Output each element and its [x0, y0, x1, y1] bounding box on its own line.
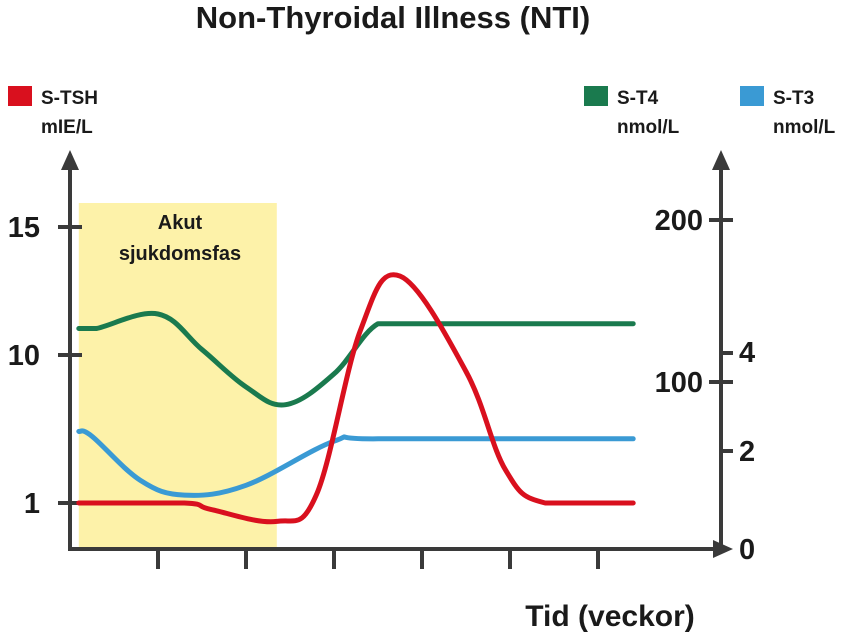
acute-phase-label-line2: sjukdomsfas: [119, 243, 241, 265]
chart-title: Non-Thyroidal Illness (NTI): [196, 0, 590, 35]
legend-unit-t3: nmol/L: [773, 117, 836, 138]
x-axis-arrow-icon: [713, 540, 733, 558]
x-tick-group: [156, 549, 600, 569]
legend-label-t4: S-T4: [617, 88, 659, 109]
legend-unit-tsh: mIE/L: [41, 117, 93, 138]
tsh-tick-label-15: 15: [8, 212, 40, 244]
series-line-t4: [76, 310, 636, 408]
acute-phase-region: [78, 203, 277, 549]
t4-tick-label-100: 100: [655, 367, 703, 399]
legend-swatch-tsh: [8, 86, 32, 106]
t3-tick-label-2: 2: [739, 436, 755, 468]
left-y-axis-arrow-icon: [61, 150, 79, 170]
legend-unit-t4: nmol/L: [617, 117, 680, 138]
tsh-tick-label-10: 10: [8, 340, 40, 372]
legend-label-t3: S-T3: [773, 88, 814, 109]
x-axis-title: Tid (veckor): [525, 600, 695, 633]
tsh-tick-label-1: 1: [24, 488, 40, 520]
t4-tick-label-200: 200: [655, 205, 703, 237]
right-y-axis-arrow-icon: [712, 150, 730, 170]
series-line-tsh: [76, 272, 636, 525]
legend-swatch-t4: [584, 86, 608, 106]
series-line-t3: [76, 428, 636, 498]
acute-phase-label-line1: Akut: [158, 212, 203, 234]
t3-tick-label-0: 0: [739, 534, 755, 566]
legend-swatch-t3: [740, 86, 764, 106]
t3-tick-label-4: 4: [739, 337, 755, 369]
legend-label-tsh: S-TSH: [41, 88, 98, 109]
